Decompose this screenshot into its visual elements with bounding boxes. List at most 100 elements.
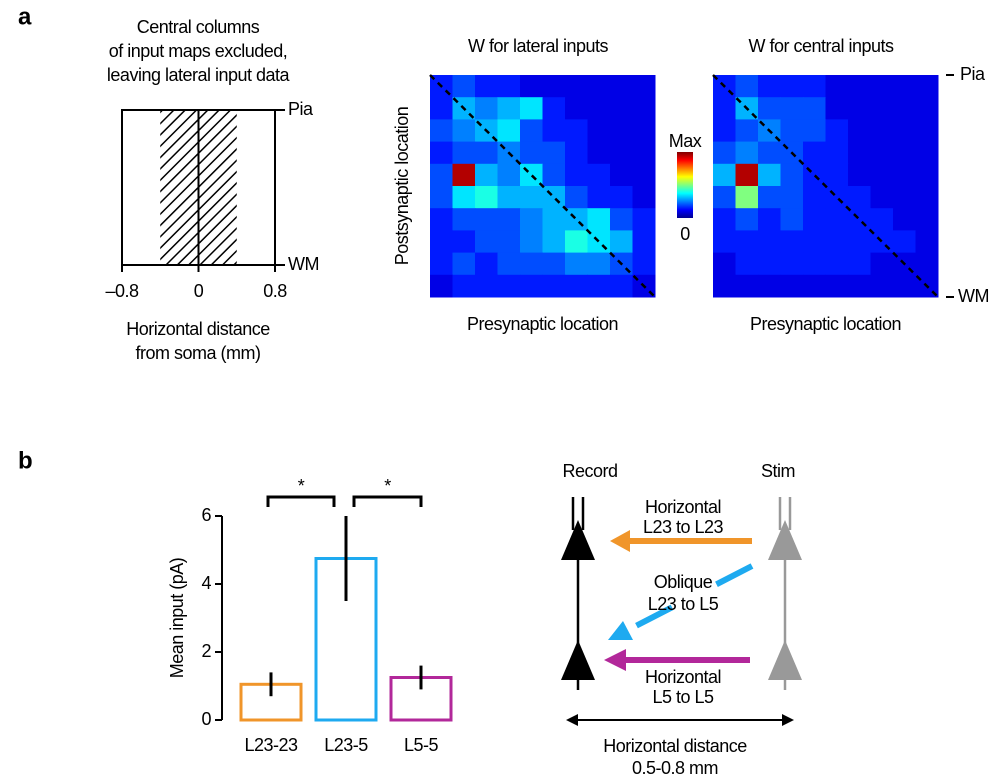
heatmap-cell xyxy=(475,141,498,165)
heatmap-cell xyxy=(893,230,916,254)
heatmap-cell xyxy=(475,252,498,276)
heatmap-cell xyxy=(565,75,588,98)
heatmap-cell xyxy=(758,274,781,298)
heatmap-cell xyxy=(825,119,849,143)
heatmap-cell xyxy=(915,163,939,187)
heatmap-cell xyxy=(587,97,611,120)
heatmap-cell xyxy=(713,252,736,276)
heatmap-cell xyxy=(803,97,826,120)
heatmap-cell xyxy=(893,75,916,98)
heatmap-cell xyxy=(632,186,656,209)
heatmap-cell xyxy=(735,163,759,187)
heatmap-cell xyxy=(735,141,759,165)
y-tick-label: 4 xyxy=(201,573,211,593)
heatmap-cell xyxy=(497,75,521,98)
heatmap-cell xyxy=(587,75,611,98)
heatmap-cell xyxy=(780,75,804,98)
heatmap-cell xyxy=(430,230,453,254)
heatmap-cell xyxy=(870,163,894,187)
heatmap-cell xyxy=(825,75,849,98)
colorbar-label: Max xyxy=(669,131,702,151)
heatmap-cell xyxy=(542,274,566,298)
label: WM xyxy=(288,254,319,274)
heatmap-cell xyxy=(758,163,781,187)
heatmap-cell xyxy=(610,230,633,254)
heatmap-cell xyxy=(758,97,781,120)
heatmap-cell xyxy=(542,119,566,143)
heatmap-cell xyxy=(915,97,939,120)
heatmap-cell xyxy=(587,186,611,209)
heatmap-cell xyxy=(713,141,736,165)
heatmap-cell xyxy=(542,163,566,187)
heatmap-cell xyxy=(915,208,939,231)
heatmap-cell xyxy=(565,274,588,298)
heatmap-cell xyxy=(758,75,781,98)
heatmap-cell xyxy=(758,186,781,209)
heatmap-cell xyxy=(452,274,476,298)
heatmap-cell xyxy=(452,252,476,276)
diagonal xyxy=(429,74,656,298)
heatmap-cell xyxy=(825,274,849,298)
heatmap-cell xyxy=(587,208,611,231)
annotation: * xyxy=(298,476,305,496)
heatmap-cell xyxy=(520,97,543,120)
diagonal xyxy=(712,74,939,298)
heatmap-cell xyxy=(848,141,871,165)
heatmap-cell xyxy=(610,186,633,209)
x-axis-label: Presynaptic location xyxy=(750,314,901,334)
heatmap-cell xyxy=(497,230,521,254)
heatmap-cell xyxy=(565,141,588,165)
x-tick-label: 0.8 xyxy=(263,281,287,301)
heatmap-cell xyxy=(520,230,543,254)
heatmap-cell xyxy=(803,141,826,165)
heatmap-cell xyxy=(452,230,476,254)
heatmap-cell xyxy=(610,274,633,298)
heatmap-cell xyxy=(610,97,633,120)
y-tick-label: 0 xyxy=(201,709,211,729)
heatmap-cell xyxy=(520,186,543,209)
heatmap-cell xyxy=(610,119,633,143)
heatmap-cell xyxy=(475,186,498,209)
heatmap-cell xyxy=(893,119,916,143)
heatmap-cell xyxy=(587,141,611,165)
heatmap-cell xyxy=(893,163,916,187)
heatmap-cell xyxy=(520,119,543,143)
x-tick-label: –0.8 xyxy=(105,281,139,301)
heatmap-cell xyxy=(452,163,476,187)
heatmap-cell xyxy=(632,252,656,276)
x-tick-label: 0 xyxy=(194,281,204,301)
heatmap-cell xyxy=(430,97,453,120)
chart-title: W for central inputs xyxy=(748,36,894,56)
heatmap-cell xyxy=(610,141,633,165)
heatmap-cell xyxy=(848,274,871,298)
heatmap-cell xyxy=(825,208,849,231)
heatmap-cell xyxy=(587,119,611,143)
heatmap-cell xyxy=(497,186,521,209)
heatmap-cell xyxy=(542,252,566,276)
title: of input maps excluded, xyxy=(109,41,288,61)
heatmap-cell xyxy=(430,252,453,276)
heatmap-cell xyxy=(848,119,871,143)
heatmap-cell xyxy=(915,119,939,143)
heatmap-cell xyxy=(520,141,543,165)
heatmap-cell xyxy=(848,252,871,276)
heatmap-cell xyxy=(632,75,656,98)
x-axis-label: from soma (mm) xyxy=(136,343,261,363)
heatmap-cell xyxy=(780,274,804,298)
heatmap-cell xyxy=(452,119,476,143)
heatmap-cell xyxy=(475,75,498,98)
heatmap-cell xyxy=(497,163,521,187)
label: L23 to L23 xyxy=(643,517,724,537)
heatmap-cell xyxy=(475,274,498,298)
heatmap-cell xyxy=(542,208,566,231)
label: Pia xyxy=(288,99,314,119)
y-tick-label: 6 xyxy=(201,505,211,525)
x-tick-label: L23-5 xyxy=(324,735,368,755)
heatmap-cell xyxy=(497,208,521,231)
heatmap-cell xyxy=(610,163,633,187)
heatmap-cell xyxy=(520,274,543,298)
heatmap-cell xyxy=(803,119,826,143)
significance-bracket xyxy=(352,495,423,507)
heatmap-cell xyxy=(758,230,781,254)
